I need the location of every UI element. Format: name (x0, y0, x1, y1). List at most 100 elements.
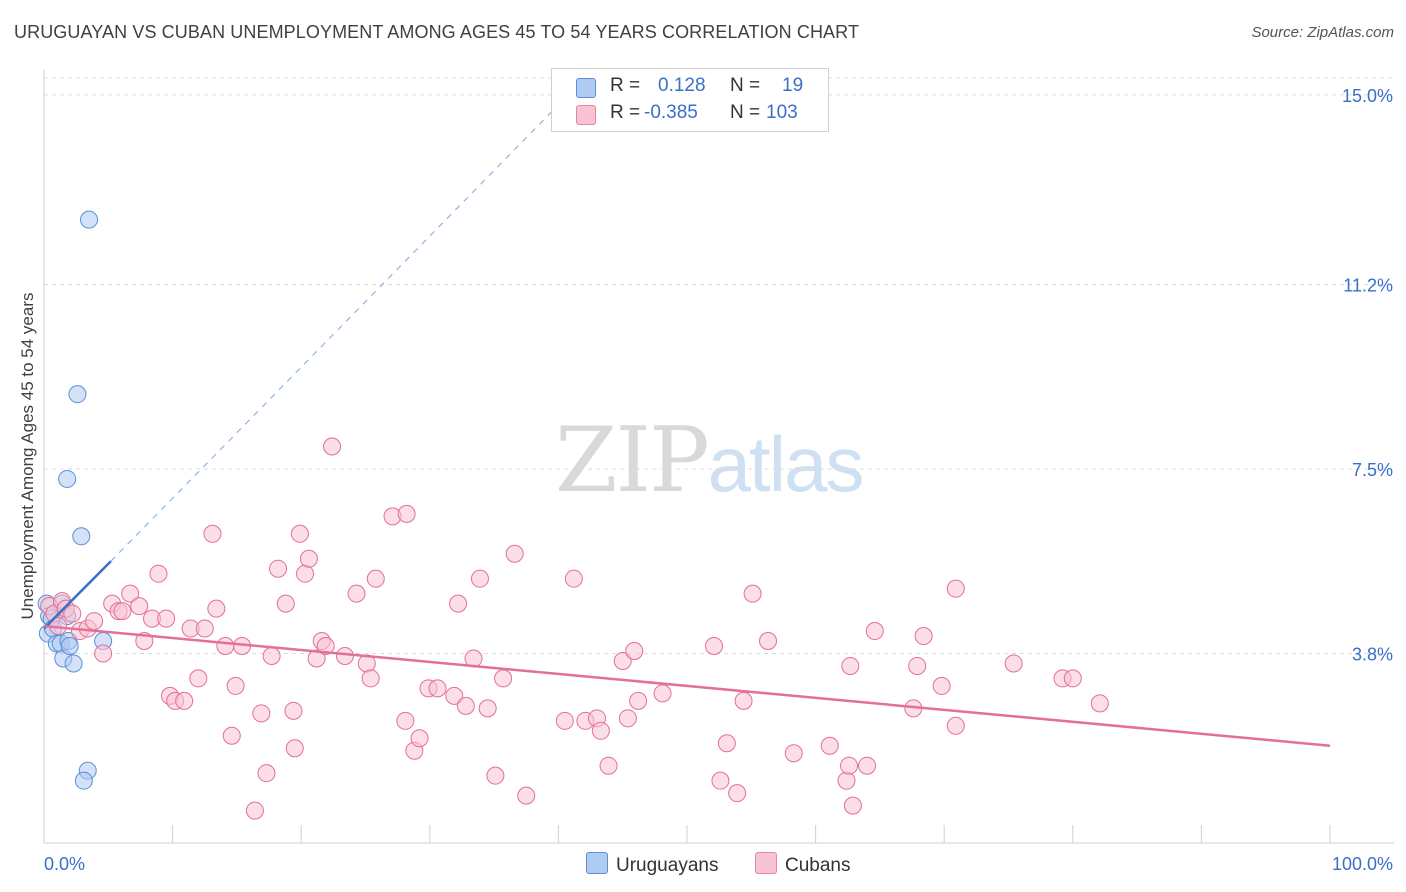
y-tick-label: 11.2% (1343, 275, 1393, 295)
cuban-point (307, 649, 326, 668)
cuban-point (257, 764, 276, 783)
cuban-point (932, 676, 951, 695)
cuban-point (840, 756, 859, 775)
uruguayan-trend-extension (110, 104, 559, 562)
chart-title: URUGUAYAN VS CUBAN UNEMPLOYMENT AMONG AG… (14, 22, 860, 42)
cuban-point (113, 602, 132, 621)
y-tick-label: 7.5% (1352, 460, 1393, 480)
source-label: Source: ZipAtlas.com (1251, 24, 1394, 41)
cuban-point (85, 612, 104, 631)
cuban-point (865, 622, 884, 641)
uruguayan-point (74, 771, 93, 790)
cuban-point (717, 734, 736, 753)
cuban-point (555, 711, 574, 730)
cuban-point (843, 796, 862, 815)
cuban-point (613, 651, 632, 670)
cuban-point (284, 701, 303, 720)
bottom-legend-cubans: Cubans (755, 852, 851, 877)
cuban-point (262, 646, 281, 665)
cuban-point (285, 739, 304, 758)
correlation-legend: R = 0.128 N = 19 R = -0.385 N = 103 (551, 68, 829, 132)
cuban-point (1004, 654, 1023, 673)
cuban-trend-line (43, 624, 1331, 747)
cuban-point (629, 691, 648, 710)
cuban-point (347, 584, 366, 603)
cuban-point (486, 766, 505, 785)
cuban-point (269, 559, 288, 578)
cuban-point (445, 686, 464, 705)
legend-r-label: R = (610, 75, 641, 96)
cuban-point (705, 637, 724, 656)
uruguayan-point (68, 385, 87, 404)
cuban-point (946, 579, 965, 598)
cuban-point (216, 637, 235, 656)
cuban-point (63, 604, 82, 623)
cuban-point (226, 676, 245, 695)
cuban-point (517, 786, 536, 805)
cuban-point (478, 699, 497, 718)
legend-n-value: 19 (782, 75, 804, 96)
cuban-point (245, 801, 264, 820)
bottom-legend-swatch (586, 852, 608, 874)
cuban-point (207, 599, 226, 618)
cuban-point (397, 504, 416, 523)
cuban-point (946, 716, 965, 735)
cuban-point (121, 584, 140, 603)
legend-n-value: 103 (766, 102, 798, 123)
cuban-point (1090, 694, 1109, 713)
cuban-point (858, 756, 877, 775)
cuban-point (335, 646, 354, 665)
y-tick-label: 15.0% (1342, 86, 1393, 106)
cuban-point (449, 594, 468, 613)
cuban-point (494, 669, 513, 688)
cuban-point (914, 627, 933, 646)
cuban-point (366, 569, 385, 588)
uruguayan-point (80, 210, 99, 229)
cuban-point (195, 619, 214, 638)
uruguayan-point (58, 469, 77, 488)
cuban-point (728, 784, 747, 803)
cuban-point (784, 744, 803, 763)
cuban-point (203, 524, 222, 543)
cuban-point (711, 771, 730, 790)
cuban-point (908, 656, 927, 675)
legend-r-value: 0.128 (658, 75, 706, 96)
watermark-zip: ZIP (555, 408, 710, 513)
cuban-point (296, 564, 315, 583)
cuban-point (743, 584, 762, 603)
cuban-point (299, 549, 318, 568)
cuban-point (759, 632, 778, 651)
bottom-legend-swatch (755, 852, 777, 874)
legend-r-value: -0.385 (644, 102, 698, 123)
bottom-legend-label: Uruguayans (616, 855, 719, 876)
cuban-point (625, 641, 644, 660)
cuban-point (470, 569, 489, 588)
cuban-point (505, 544, 524, 563)
uruguayan-point (60, 637, 79, 656)
cuban-point (175, 691, 194, 710)
x-tick-label: 0.0% (44, 854, 85, 874)
cuban-point (290, 524, 309, 543)
cuban-point (618, 709, 637, 728)
cuban-point (841, 656, 860, 675)
cuban-point (361, 669, 380, 688)
uruguayan-point (64, 654, 83, 673)
y-tick-label: 3.8% (1352, 644, 1393, 664)
uruguayan-point (72, 527, 91, 546)
cuban-point (410, 729, 429, 748)
y-axis-label: Unemployment Among Ages 45 to 54 years (18, 292, 37, 620)
watermark-atlas: atlas (707, 420, 865, 508)
cuban-point (94, 644, 113, 663)
cuban-point (252, 704, 271, 723)
legend-n-label: N = (730, 75, 761, 96)
cuban-point (157, 609, 176, 628)
cuban-point (734, 691, 753, 710)
bottom-legend-label: Cubans (785, 855, 851, 876)
cuban-point (149, 564, 168, 583)
cuban-point (564, 569, 583, 588)
cuban-point (222, 726, 241, 745)
cuban-point (820, 736, 839, 755)
x-tick-label: 100.0% (1332, 854, 1393, 874)
cuban-point (323, 437, 342, 456)
